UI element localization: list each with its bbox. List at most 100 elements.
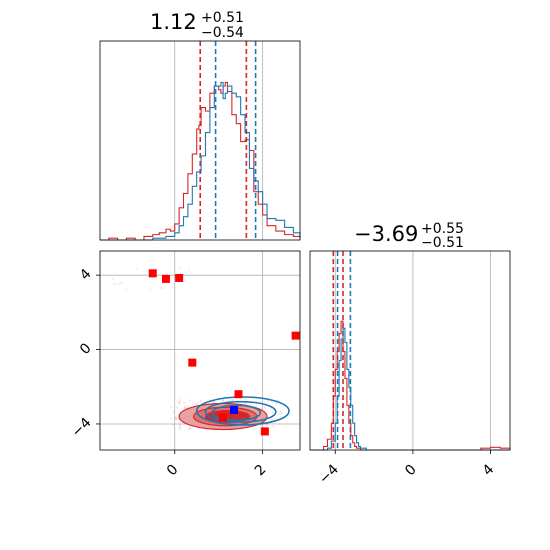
y-tick-label: 4 — [77, 266, 95, 284]
param1-axes-frame — [99, 40, 301, 241]
sample-point — [195, 403, 198, 406]
param2-x-tick-labels: −4 0 4 — [316, 450, 497, 487]
sample-point — [135, 267, 138, 270]
sample-point — [119, 281, 122, 284]
sample-point — [178, 401, 181, 403]
joint-markers — [148, 269, 300, 436]
param2-title-plus: +0.55 — [421, 221, 464, 237]
sample-point — [172, 424, 175, 426]
red-square-marker — [291, 331, 300, 340]
sample-point — [160, 287, 163, 290]
sample-point — [148, 289, 151, 291]
sample-point — [151, 277, 154, 280]
sample-point — [158, 274, 161, 277]
sample-point — [116, 283, 119, 286]
red-square-marker — [219, 413, 228, 422]
sample-point — [255, 405, 258, 408]
sample-point — [183, 405, 186, 407]
sample-point — [279, 410, 282, 413]
sample-point — [244, 402, 247, 405]
sample-point — [259, 424, 262, 427]
x-tick-label: −4 — [316, 461, 342, 487]
sample-point — [170, 406, 173, 408]
sample-point — [188, 269, 191, 272]
sample-point — [265, 424, 268, 427]
sample-point — [184, 407, 187, 410]
y-tick-label: −4 — [69, 415, 95, 441]
param2-histograms — [310, 320, 511, 451]
sample-point — [125, 289, 128, 291]
y-tick-label: 0 — [77, 340, 95, 358]
sample-point — [196, 402, 199, 405]
x-tick-label: 4 — [480, 461, 498, 479]
sample-point — [176, 406, 179, 409]
sample-point — [280, 412, 283, 414]
param2-title-median: −3.69 — [354, 222, 418, 246]
red-square-marker — [148, 269, 157, 278]
param2-quantile-lines — [332, 251, 352, 450]
sample-point — [188, 428, 191, 431]
sample-point — [267, 399, 270, 402]
histogram-param2-panel: −3.69 +0.55 −0.51 −4 0 4 — [309, 221, 511, 487]
sample-point — [176, 418, 179, 420]
blue-contours — [195, 396, 290, 426]
sample-point — [178, 426, 181, 429]
sample-point — [186, 405, 189, 408]
param1-title-median: 1.12 — [150, 10, 197, 34]
sample-point — [178, 266, 181, 269]
blue-contour-level — [195, 396, 290, 426]
x-tick-label: 0 — [164, 462, 182, 480]
sample-point — [271, 411, 274, 414]
sample-point — [272, 425, 275, 428]
sample-point — [157, 268, 160, 271]
sample-point — [151, 287, 153, 289]
sample-point — [275, 403, 278, 405]
sample-point — [159, 285, 162, 288]
red-square-marker — [161, 274, 170, 283]
blue-contour-level — [204, 400, 277, 423]
red-square-marker — [188, 358, 197, 367]
sample-point — [279, 413, 281, 416]
x-tick-label: 0 — [402, 462, 420, 480]
sample-point — [179, 399, 182, 401]
sample-point — [173, 417, 176, 419]
histogram-step-series — [310, 320, 511, 451]
sample-point — [263, 406, 266, 409]
histogram-step-series — [100, 81, 301, 241]
sample-point — [175, 418, 178, 420]
red-square-marker — [234, 390, 243, 399]
sample-point — [212, 401, 215, 403]
sample-point — [270, 418, 273, 421]
sample-point — [172, 410, 175, 413]
param1-title-minus: −0.54 — [201, 25, 244, 41]
sample-point — [113, 282, 116, 285]
sample-point — [278, 423, 281, 425]
sample-point — [166, 273, 169, 276]
param2-title-minus: −0.51 — [421, 235, 464, 251]
sample-point — [199, 400, 202, 402]
sample-point — [231, 399, 234, 401]
sample-point — [179, 272, 182, 275]
histogram-param1-panel: 1.12 +0.51 −0.54 — [99, 10, 301, 241]
param1-title-plus: +0.51 — [201, 10, 244, 26]
sample-point — [146, 274, 149, 276]
histogram-step-series — [100, 81, 301, 241]
param2-grid — [334, 251, 491, 450]
sample-point — [113, 283, 116, 286]
param1-quantile-lines — [199, 41, 257, 240]
sample-point — [112, 278, 115, 281]
sample-point — [170, 417, 173, 420]
sample-point — [179, 424, 182, 427]
sample-point — [121, 281, 124, 284]
sample-point — [178, 402, 181, 405]
sample-point — [183, 401, 185, 404]
sample-point — [222, 399, 225, 401]
histogram-step-series — [310, 327, 510, 451]
joint-axes-frame — [99, 250, 301, 451]
sample-point — [178, 428, 181, 430]
joint-y-tick-labels: −4 0 4 — [69, 266, 100, 441]
blue-contour-level — [211, 404, 262, 422]
